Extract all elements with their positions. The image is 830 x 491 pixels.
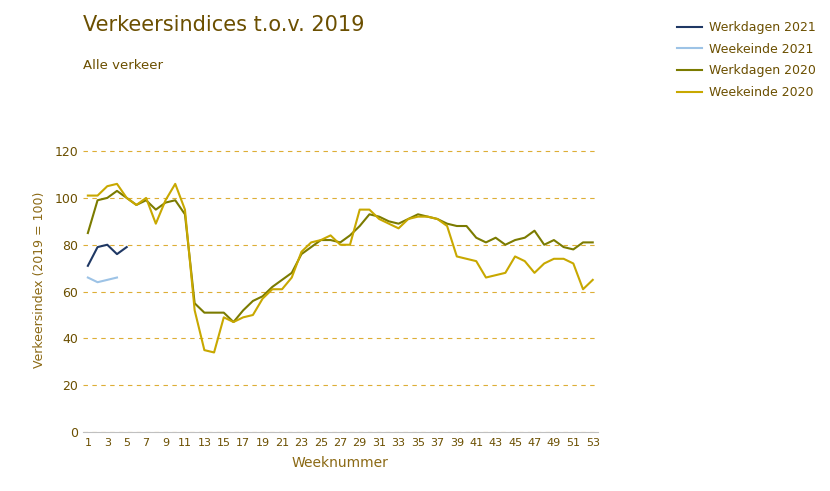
Werkdagen 2020 — [491, 235, 500, 241]
Werkdagen 2021 — [122, 244, 132, 250]
Werkdagen 2021 — [102, 242, 112, 247]
Werkdagen 2021 — [83, 263, 93, 269]
Weekeinde 2020 — [588, 277, 598, 283]
Weekeinde 2021 — [102, 277, 112, 283]
Weekeinde 2021 — [93, 279, 103, 285]
Y-axis label: Verkeersindex (2019 = 100): Verkeersindex (2019 = 100) — [33, 191, 46, 368]
Text: Verkeersindices t.o.v. 2019: Verkeersindices t.o.v. 2019 — [83, 15, 364, 35]
Weekeinde 2020 — [238, 314, 248, 320]
Weekeinde 2020 — [422, 214, 432, 219]
Legend: Werkdagen 2021, Weekeinde 2021, Werkdagen 2020, Weekeinde 2020: Werkdagen 2021, Weekeinde 2021, Werkdage… — [677, 21, 815, 99]
Line: Werkdagen 2020: Werkdagen 2020 — [88, 191, 593, 322]
Werkdagen 2021 — [112, 251, 122, 257]
Werkdagen 2020 — [588, 240, 598, 246]
Werkdagen 2020 — [83, 230, 93, 236]
Weekeinde 2020 — [491, 272, 500, 278]
Weekeinde 2020 — [432, 216, 442, 222]
Werkdagen 2020 — [228, 319, 238, 325]
Line: Weekeinde 2021: Weekeinde 2021 — [88, 277, 117, 282]
Werkdagen 2020 — [112, 188, 122, 194]
Weekeinde 2021 — [83, 274, 93, 280]
Werkdagen 2020 — [393, 221, 403, 227]
Text: Alle verkeer: Alle verkeer — [83, 59, 163, 72]
Line: Werkdagen 2021: Werkdagen 2021 — [88, 245, 127, 266]
Line: Weekeinde 2020: Weekeinde 2020 — [88, 184, 593, 353]
Weekeinde 2020 — [209, 350, 219, 355]
Weekeinde 2020 — [112, 181, 122, 187]
Werkdagen 2020 — [403, 216, 413, 222]
Werkdagen 2020 — [432, 216, 442, 222]
Werkdagen 2020 — [238, 307, 248, 313]
Werkdagen 2021 — [93, 244, 103, 250]
Werkdagen 2020 — [422, 214, 432, 219]
Weekeinde 2021 — [112, 274, 122, 280]
Weekeinde 2020 — [393, 225, 403, 231]
Weekeinde 2020 — [83, 192, 93, 198]
X-axis label: Weeknummer: Weeknummer — [292, 456, 388, 470]
Weekeinde 2020 — [403, 216, 413, 222]
